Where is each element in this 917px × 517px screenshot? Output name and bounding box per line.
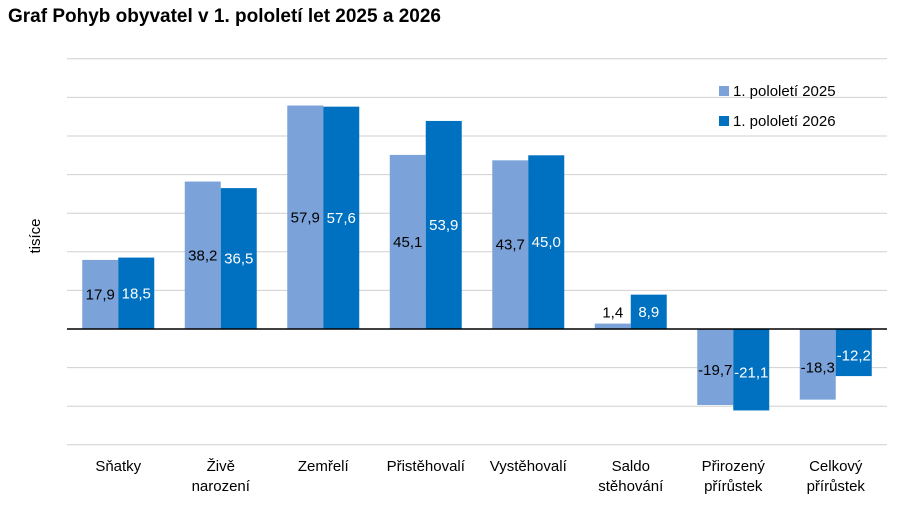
legend-item-2025: 1. pololetí 2025 <box>719 76 836 106</box>
category-label-7: Celkový <box>809 458 863 475</box>
legend-label-2026: 1. pololetí 2026 <box>733 112 836 130</box>
data-label-2026-4: 45,0 <box>532 234 561 251</box>
category-label-6: přírůstek <box>704 478 763 495</box>
category-label-6: Přirozený <box>702 458 766 475</box>
data-label-2025-7: -18,3 <box>801 359 835 376</box>
category-label-7: přírůstek <box>807 478 866 495</box>
legend-label-2025: 1. pololetí 2025 <box>733 82 836 100</box>
data-label-2026-5: 8,9 <box>638 304 659 321</box>
data-labels: 17,9 18,5 38,2 36,5 57,9 57,6 45,1 53,9 43,7 45,0… <box>86 209 871 381</box>
legend-swatch-2026 <box>719 116 729 126</box>
data-label-2025-5: 1,4 <box>602 305 623 322</box>
data-label-2025-0: 17,9 <box>86 286 115 303</box>
legend: 1. pololetí 2025 1. pololetí 2026 <box>719 76 836 136</box>
bar-2026-7 <box>835 329 872 377</box>
data-label-2026-3: 53,9 <box>429 217 458 234</box>
data-label-2025-2: 57,9 <box>291 209 320 226</box>
data-label-2026-2: 57,6 <box>327 210 356 227</box>
category-label-5: Saldo <box>612 458 650 475</box>
bar-2025-2 <box>287 105 324 329</box>
legend-item-2026: 1. pololetí 2026 <box>719 106 836 136</box>
bar-2026-4 <box>528 155 565 329</box>
bar-2026-0 <box>118 257 155 329</box>
bars <box>82 105 872 411</box>
data-label-2025-3: 45,1 <box>393 234 422 251</box>
bar-2025-4 <box>492 160 529 329</box>
category-label-3: Přistěhovalí <box>387 458 466 475</box>
category-label-4: Vystěhovalí <box>490 458 568 475</box>
bar-2025-3 <box>389 154 426 329</box>
category-label-0: Sňatky <box>95 458 141 475</box>
data-label-2026-1: 36,5 <box>224 251 253 268</box>
data-label-2025-6: -19,7 <box>698 362 732 379</box>
bar-2025-1 <box>184 181 221 329</box>
y-axis-label: tisíce <box>27 218 44 253</box>
category-labels: Sňatky Živě narození Zemřelí Přistěhovalí Vys… <box>95 458 865 495</box>
category-label-1: narození <box>192 478 251 495</box>
bar-2026-3 <box>425 120 462 329</box>
bar-2026-5 <box>630 294 667 329</box>
data-label-2026-0: 18,5 <box>122 285 151 302</box>
chart-title: Graf Pohyb obyvatel v 1. pololetí let 20… <box>8 6 441 27</box>
bar-2025-5 <box>594 323 631 329</box>
data-label-2026-6: -21,1 <box>734 365 768 382</box>
legend-swatch-2025 <box>719 86 729 96</box>
category-label-1: Živě <box>207 458 235 475</box>
category-label-2: Zemřelí <box>298 458 350 475</box>
bar-2025-0 <box>82 259 119 329</box>
data-label-2025-4: 43,7 <box>496 237 525 254</box>
bar-2026-2 <box>323 106 360 329</box>
data-label-2026-7: -12,2 <box>837 348 871 365</box>
bar-2025-6 <box>697 329 734 406</box>
data-label-2025-1: 38,2 <box>188 247 217 264</box>
category-label-5: stěhování <box>598 478 664 495</box>
bar-2026-1 <box>220 188 257 329</box>
bar-2025-7 <box>799 329 836 400</box>
bar-2026-6 <box>733 329 770 411</box>
